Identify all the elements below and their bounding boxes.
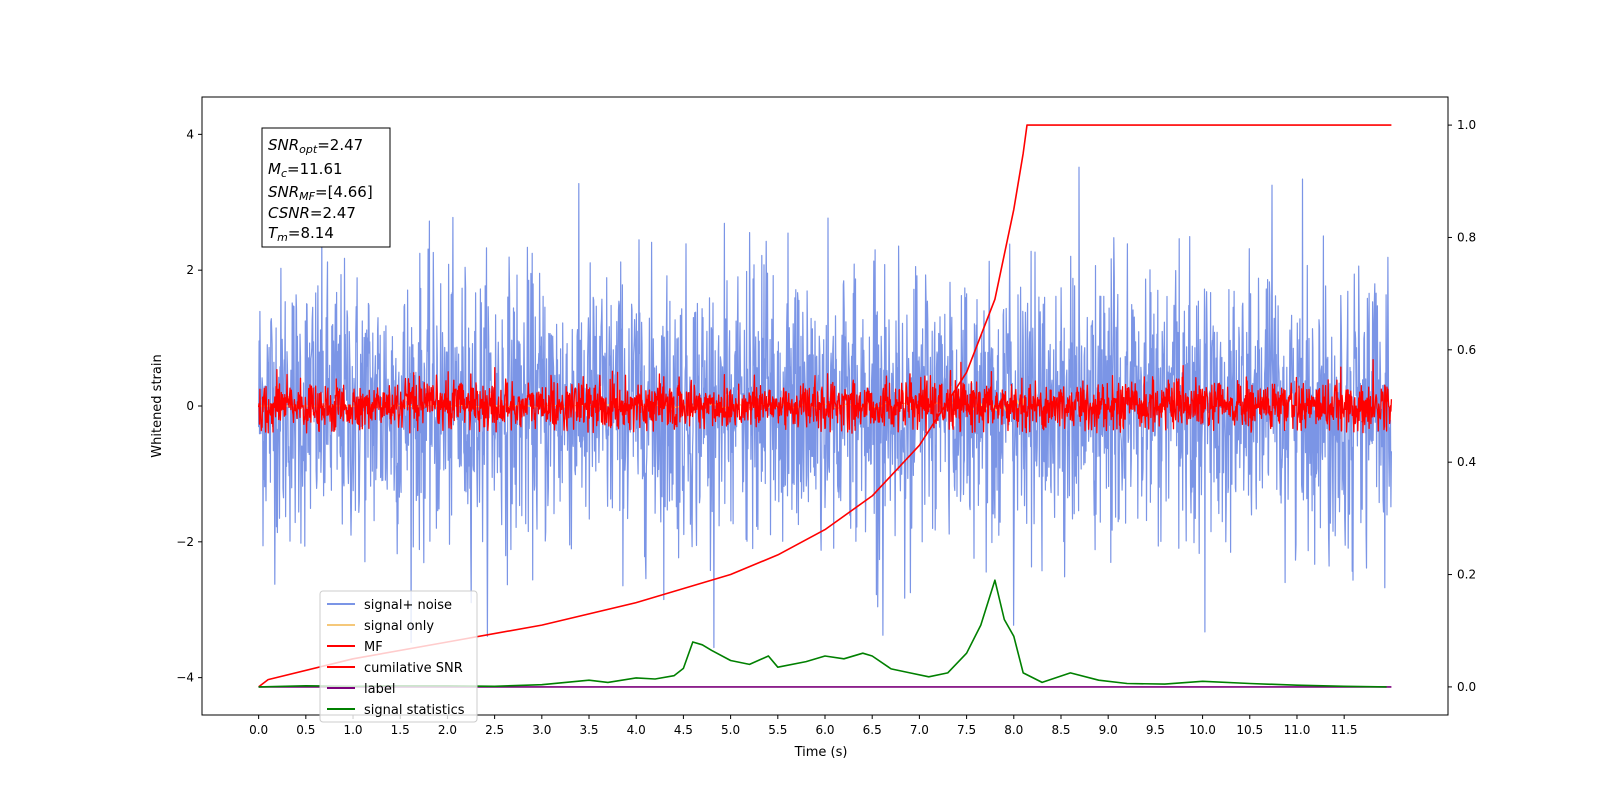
x-tick-label: 5.5 xyxy=(768,723,787,737)
x-tick-label: 7.5 xyxy=(957,723,976,737)
y2-tick-label: 0.0 xyxy=(1457,680,1476,694)
x-tick-label: 11.5 xyxy=(1331,723,1358,737)
x-tick-label: 1.5 xyxy=(391,723,410,737)
x-tick-label: 6.5 xyxy=(863,723,882,737)
svg-text:CSNR=2.47: CSNR=2.47 xyxy=(268,204,356,222)
legend-label-signal-only: signal only xyxy=(364,619,434,634)
x-tick-label: 8.0 xyxy=(1004,723,1023,737)
legend-label-signal-statistics: signal statistics xyxy=(364,703,465,718)
tm-value: =8.14 xyxy=(288,224,334,242)
x-tick-label: 4.5 xyxy=(674,723,693,737)
legend-label-cumulative-snr: cumilative SNR xyxy=(364,661,463,676)
x-tick-label: 10.0 xyxy=(1189,723,1216,737)
y-axis-label: Whitened strain xyxy=(150,354,165,457)
x-tick-label: 1.0 xyxy=(343,723,362,737)
x-tick-label: 4.0 xyxy=(627,723,646,737)
legend-label-label: label xyxy=(364,682,395,697)
y-tick-label: 2 xyxy=(186,263,194,277)
y-tick-label: 4 xyxy=(186,127,194,141)
x-tick-label: 2.5 xyxy=(485,723,504,737)
x-tick-label: 8.5 xyxy=(1051,723,1070,737)
y2-tick-label: 0.8 xyxy=(1457,230,1476,244)
y2-tick-label: 1.0 xyxy=(1457,118,1476,132)
mc-value: =11.61 xyxy=(287,160,343,178)
csnr-value: =2.47 xyxy=(310,204,356,222)
legend-frame xyxy=(319,590,478,723)
snr-mf-value: =[4.66] xyxy=(315,183,373,201)
snr-opt-value: =2.47 xyxy=(317,136,363,154)
y-tick-label: −4 xyxy=(176,671,194,685)
y-tick-label: −2 xyxy=(176,535,194,549)
x-axis: 0.0 0.5 1.0 1.5 2.0 2.5 3.0 3.5 4.0 4.5 5.0 5.5 6.0 6… xyxy=(249,715,1358,737)
x-tick-label: 3.5 xyxy=(579,723,598,737)
x-tick-label: 10.5 xyxy=(1236,723,1263,737)
x-tick-label: 3.0 xyxy=(532,723,551,737)
y-tick-label: 0 xyxy=(186,399,194,413)
series-signal-statistics xyxy=(258,579,1387,688)
svg-text:SNRMF=[4.66]: SNRMF=[4.66] xyxy=(268,183,373,203)
y-axis-right: 0.0 0.2 0.4 0.6 0.8 1.0 xyxy=(1448,118,1476,694)
y2-tick-label: 0.4 xyxy=(1457,455,1476,469)
x-tick-label: 11.0 xyxy=(1284,723,1311,737)
y2-tick-label: 0.6 xyxy=(1457,343,1476,357)
x-tick-label: 0.5 xyxy=(296,723,315,737)
svg-text:Mc=11.61: Mc=11.61 xyxy=(268,160,343,180)
svg-text:Tm=8.14: Tm=8.14 xyxy=(268,224,334,244)
series-mf xyxy=(257,359,1393,434)
svg-text:SNRopt=2.47: SNRopt=2.47 xyxy=(268,136,363,156)
annotation-box: SNRopt=2.47 Mc=11.61 SNRMF=[4.66] CSNR=2… xyxy=(261,127,391,248)
y2-tick-label: 0.2 xyxy=(1457,568,1476,582)
y-axis-left: −4 −2 0 2 4 xyxy=(176,127,202,685)
legend-label-signal-noise: signal+ noise xyxy=(364,598,452,613)
x-tick-label: 7.0 xyxy=(910,723,929,737)
x-tick-label: 2.0 xyxy=(438,723,457,737)
legend: signal+ noise signal only MF cumilative … xyxy=(319,590,478,723)
x-tick-label: 9.5 xyxy=(1146,723,1165,737)
x-tick-label: 5.0 xyxy=(721,723,740,737)
x-axis-label: Time (s) xyxy=(794,745,848,760)
x-tick-label: 9.0 xyxy=(1099,723,1118,737)
x-tick-label: 0.0 xyxy=(249,723,268,737)
legend-label-mf: MF xyxy=(364,640,383,655)
x-tick-label: 6.0 xyxy=(815,723,834,737)
